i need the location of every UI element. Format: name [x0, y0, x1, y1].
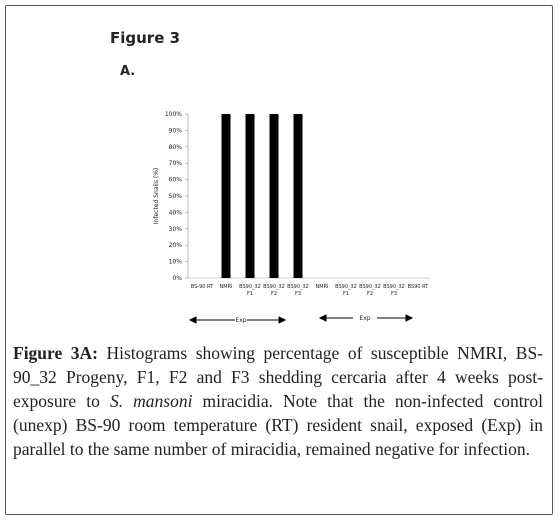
- caption-text: miracidia. Note that the non-infected co…: [13, 391, 543, 459]
- x-tick-label: F2: [271, 291, 277, 297]
- x-tick-label: BS90_32: [239, 284, 261, 290]
- x-tick-label: BS90 RT: [408, 284, 430, 290]
- x-tick-label: F2: [367, 291, 373, 297]
- y-axis-label: Infected Snails (%): [153, 168, 160, 224]
- bar: [293, 114, 303, 278]
- x-tick-label: BS90_32: [383, 284, 405, 290]
- y-tick-label: 90%: [169, 127, 183, 134]
- x-tick-label: BS-90 RT: [191, 284, 214, 290]
- y-tick-label: 100%: [165, 111, 182, 118]
- x-tick-label: F3: [391, 291, 397, 297]
- x-tick-label: BS90_32: [335, 284, 357, 290]
- group-label: Exp: [235, 317, 246, 324]
- y-tick-label: 70%: [169, 160, 183, 167]
- group-label: Exp: [359, 315, 370, 322]
- caption-label: Figure 3A:: [13, 343, 98, 363]
- x-tick-label: F3: [295, 291, 301, 297]
- caption: Figure 3A: Histograms showing percentage…: [13, 341, 543, 461]
- figure-frame: [5, 5, 553, 515]
- x-tick-label: F1: [247, 291, 253, 297]
- bar: [245, 114, 255, 278]
- y-tick-label: 40%: [169, 209, 183, 216]
- arrow-group-1: [188, 316, 287, 324]
- y-tick-label: 0%: [172, 275, 182, 282]
- y-tick-label: 30%: [169, 226, 183, 233]
- x-tick-label: BS90_32: [263, 284, 285, 290]
- x-tick-label: BS90_32: [359, 284, 381, 290]
- panel-label: A.: [120, 64, 135, 79]
- y-tick-label: 80%: [169, 144, 183, 151]
- caption-species: S. mansoni: [109, 391, 193, 411]
- x-tick-label: BS90_32: [287, 284, 309, 290]
- figure-label: Figure 3: [110, 29, 180, 47]
- bar: [269, 114, 279, 278]
- caption-text: Histograms showing percentage of suscept…: [13, 343, 544, 411]
- x-tick-label: NMRI: [219, 284, 232, 290]
- y-tick-label: 50%: [169, 193, 183, 200]
- bar: [221, 114, 231, 278]
- y-tick-label: 20%: [169, 242, 183, 249]
- x-tick-label: NMRI: [315, 284, 328, 290]
- y-tick-label: 10%: [169, 259, 183, 266]
- y-tick-label: 60%: [169, 177, 183, 184]
- arrow-group-2: [318, 314, 414, 322]
- x-tick-label: F1: [343, 291, 349, 297]
- chart: Figure 3 A. Infected Snails (%) Exp Exp …: [110, 29, 430, 324]
